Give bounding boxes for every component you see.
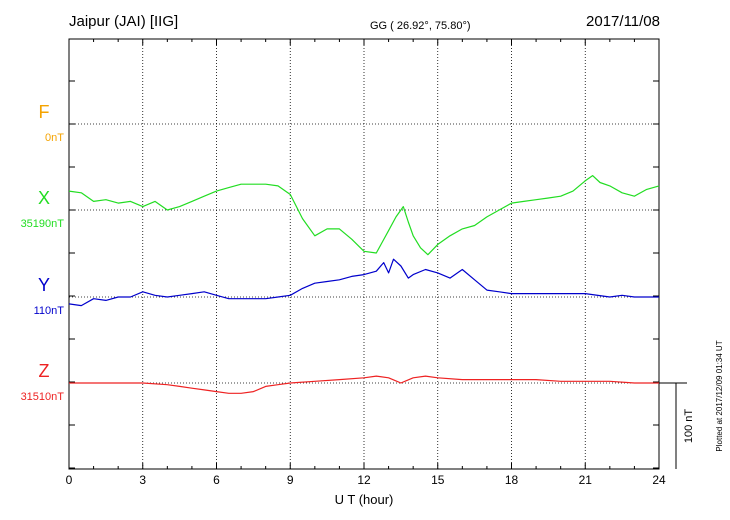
- series-name-y: Y: [38, 275, 50, 295]
- series-baseline-f: 0nT: [45, 132, 64, 144]
- x-tick-label: 18: [505, 473, 519, 487]
- x-tick-label: 21: [579, 473, 593, 487]
- scale-bar-label: 100 nT: [683, 409, 695, 444]
- x-tick-label: 24: [652, 473, 666, 487]
- x-tick-label: 9: [287, 473, 294, 487]
- series-baseline-y: 110nT: [34, 305, 65, 317]
- station-title: Jaipur (JAI) [IIG]: [69, 13, 178, 30]
- date-label: 2017/11/08: [586, 13, 660, 30]
- plotted-timestamp: Plotted at 2017/12/09 01:34 UT: [715, 340, 724, 451]
- series-line-x: [68, 175, 660, 256]
- x-tick-label: 3: [139, 473, 146, 487]
- series-baseline-x: 35190nT: [21, 218, 65, 230]
- plot-frame: [68, 38, 660, 470]
- series-lines: [68, 175, 660, 394]
- grid: [69, 39, 659, 469]
- x-tick-label: 0: [66, 473, 73, 487]
- series-name-x: X: [38, 188, 50, 208]
- x-tick-label: 12: [357, 473, 371, 487]
- series-labels: F 0nT X 35190nT Y 110nT Z 31510nT: [21, 102, 65, 403]
- series-line-z: [69, 375, 659, 394]
- series-line-y: [68, 258, 659, 307]
- x-tick-label: 15: [431, 473, 445, 487]
- axis-ticks: 0 3 6 9 12 15 18 21 24: [66, 39, 666, 487]
- series-name-z: Z: [39, 361, 50, 381]
- series-name-f: F: [39, 102, 50, 122]
- x-tick-label: 6: [213, 473, 220, 487]
- coordinates-label: GG ( 26.92°, 75.80°): [370, 20, 471, 32]
- x-axis-label: U T (hour): [335, 492, 394, 507]
- series-baseline-z: 31510nT: [21, 391, 65, 403]
